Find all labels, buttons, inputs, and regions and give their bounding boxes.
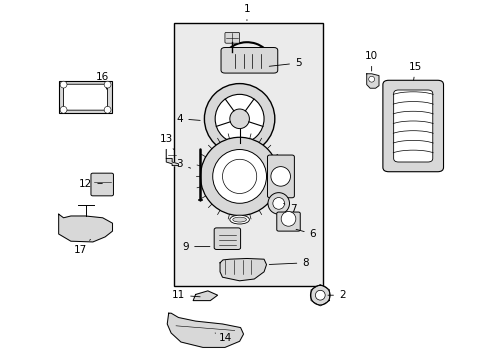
Text: 11: 11 [171,290,200,300]
Text: 1: 1 [243,4,250,21]
Ellipse shape [60,81,67,88]
Ellipse shape [368,76,374,82]
Text: 15: 15 [408,62,422,80]
Bar [59,81,112,113]
Text: 16: 16 [96,72,109,89]
Ellipse shape [204,84,274,154]
Polygon shape [220,258,266,281]
Ellipse shape [60,106,67,113]
Text: 14: 14 [215,333,231,343]
Text: 12: 12 [79,179,102,189]
Ellipse shape [270,167,290,186]
Ellipse shape [229,215,249,224]
Polygon shape [59,214,112,242]
FancyBboxPatch shape [91,173,113,196]
Text: 10: 10 [365,51,377,71]
Text: 6: 6 [295,229,316,239]
Text: 13: 13 [159,134,173,149]
Ellipse shape [215,94,264,143]
Ellipse shape [104,106,111,113]
Ellipse shape [310,285,329,305]
Ellipse shape [200,137,278,216]
Text: 2: 2 [327,290,345,300]
Ellipse shape [229,109,249,129]
FancyBboxPatch shape [221,48,277,73]
FancyBboxPatch shape [267,155,294,198]
Text: 3: 3 [176,159,190,169]
Ellipse shape [267,193,289,214]
Ellipse shape [315,290,325,300]
Ellipse shape [281,212,295,226]
Polygon shape [167,313,243,347]
Polygon shape [166,149,178,166]
Text: 8: 8 [269,258,308,268]
Bar [173,23,322,286]
Polygon shape [366,74,378,88]
FancyBboxPatch shape [393,90,432,162]
Text: 17: 17 [74,239,90,255]
FancyBboxPatch shape [224,32,239,43]
Ellipse shape [222,159,256,194]
Text: 4: 4 [176,114,200,124]
Ellipse shape [272,198,284,209]
Ellipse shape [104,81,111,88]
FancyBboxPatch shape [214,228,240,249]
Ellipse shape [212,149,266,203]
Ellipse shape [388,102,437,150]
FancyBboxPatch shape [382,80,443,172]
Text: 7: 7 [283,203,296,214]
Polygon shape [193,291,217,301]
Text: 9: 9 [182,242,209,252]
Text: 5: 5 [269,58,301,68]
FancyBboxPatch shape [63,84,107,110]
Ellipse shape [232,217,246,222]
FancyBboxPatch shape [276,212,300,231]
